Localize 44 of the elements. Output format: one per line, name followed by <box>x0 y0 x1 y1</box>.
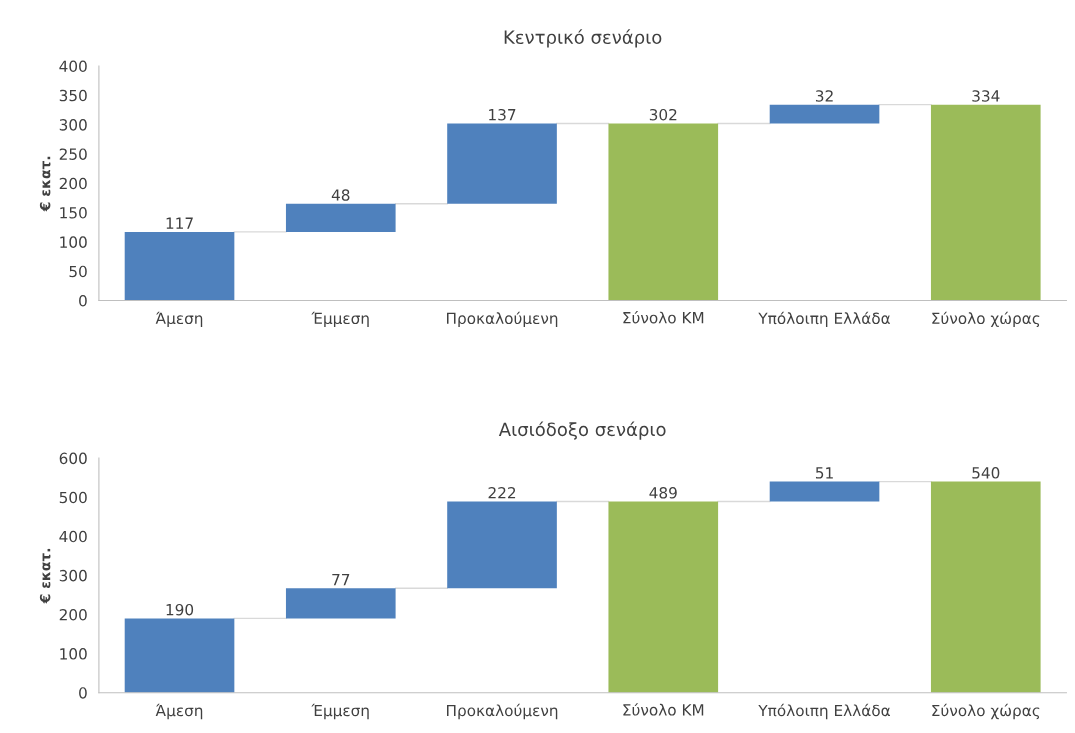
y-tick-label: 300 <box>59 569 87 582</box>
y-tick-label: 150 <box>60 207 87 219</box>
x-tick-label: Άμεση <box>155 703 203 720</box>
y-tick-label: 0 <box>79 687 87 699</box>
y-axis-title: € εκατ. <box>39 156 51 212</box>
y-tick-label: 350 <box>59 89 87 102</box>
y-tick-label: 400 <box>59 530 87 543</box>
chart-title: Αισιόδοξο σενάριο <box>498 421 666 440</box>
y-tick-label: 0 <box>79 295 87 307</box>
x-tick-label: Προκαλούμενη <box>447 311 558 328</box>
data-label: 48 <box>331 189 350 201</box>
y-tick-label: 400 <box>59 60 87 72</box>
y-tick-label: 300 <box>59 119 87 131</box>
y-tick-label: 250 <box>59 148 87 160</box>
data-label: 222 <box>488 487 516 499</box>
y-axis-title: € εκατ. <box>39 548 51 604</box>
y-tick-label: 100 <box>60 648 87 660</box>
x-tick-label: Σύνολο χώρας <box>932 703 1040 720</box>
data-label: 334 <box>972 90 1000 102</box>
data-label: 489 <box>649 487 677 499</box>
data-label: 540 <box>972 467 1000 479</box>
y-tick-label: 200 <box>59 608 87 621</box>
data-label: 32 <box>815 90 833 102</box>
x-tick-label: Σύνολο ΚΜ <box>623 703 704 716</box>
y-tick-label: 200 <box>59 177 87 190</box>
x-tick-label: Έμμεση <box>311 703 369 720</box>
y-tick-label: 600 <box>59 452 87 465</box>
x-tick-label: Σύνολο χώρας <box>932 311 1040 328</box>
x-tick-label: Σύνολο ΚΜ <box>623 311 704 324</box>
data-label: 117 <box>166 217 193 229</box>
x-tick-label: Υπόλοιπη Ελλάδα <box>758 311 890 328</box>
x-tick-label: Έμμεση <box>311 311 369 328</box>
y-tick-label: 50 <box>69 265 87 278</box>
data-label: 77 <box>332 573 350 586</box>
y-tick-label: 100 <box>60 236 87 248</box>
x-tick-label: Υπόλοιπη Ελλάδα <box>758 703 890 720</box>
data-label: 302 <box>649 108 677 121</box>
data-label: 190 <box>166 603 194 616</box>
chart-title: Κεντρικό σενάριο <box>504 29 662 48</box>
data-label: 137 <box>489 108 516 121</box>
data-label: 51 <box>815 467 833 479</box>
x-tick-label: Άμεση <box>155 311 203 328</box>
x-tick-label: Προκαλούμενη <box>447 703 558 720</box>
y-tick-label: 500 <box>59 491 87 504</box>
